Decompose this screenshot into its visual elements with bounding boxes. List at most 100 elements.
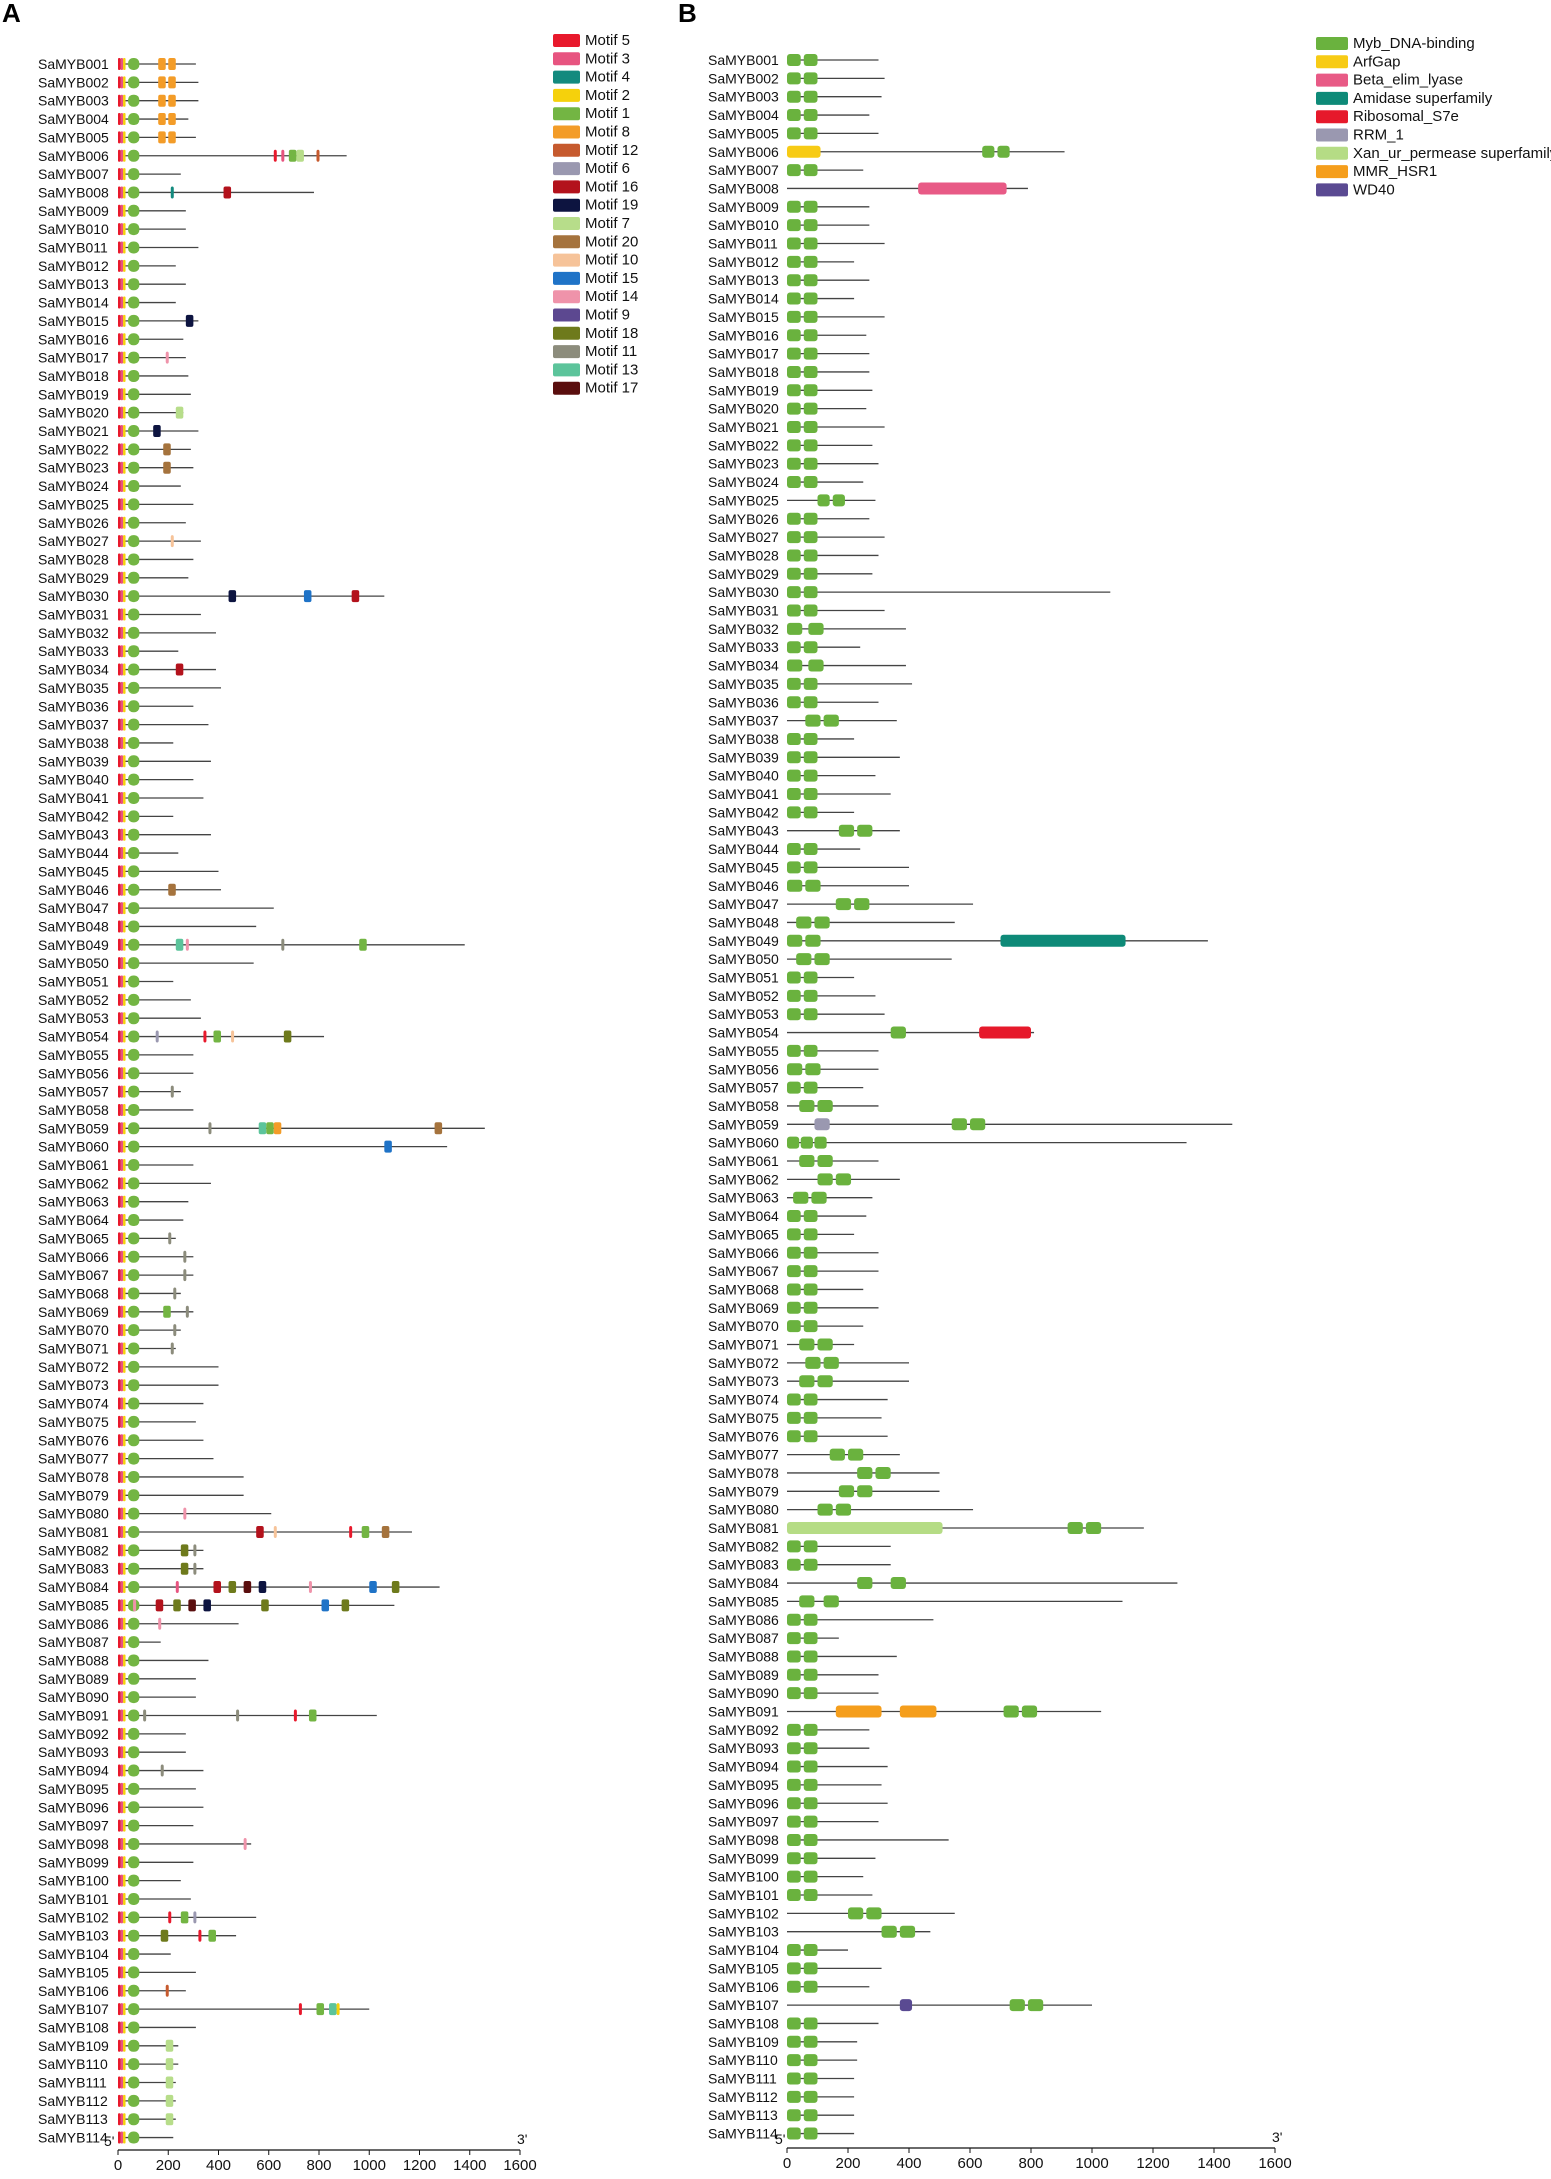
domain-block xyxy=(803,54,818,66)
domain-block xyxy=(803,1833,818,1846)
gene-label: SaMYB108 xyxy=(708,2015,779,2031)
motif-block xyxy=(118,993,121,1006)
motif-block xyxy=(180,1911,189,1924)
gene-label: SaMYB088 xyxy=(708,1648,779,1664)
motif-block xyxy=(123,516,126,529)
motif-block xyxy=(128,278,140,291)
gene-label: SaMYB027 xyxy=(38,533,109,549)
motif-block xyxy=(120,1103,124,1116)
motif-block xyxy=(118,2131,121,2144)
domain-block xyxy=(979,1026,1031,1039)
gene-row-a: SaMYB051 xyxy=(38,974,174,990)
motif-block xyxy=(120,314,124,327)
motif-block xyxy=(118,1305,121,1318)
gene-row-b: SaMYB045 xyxy=(708,859,909,875)
gene-row-a: SaMYB085 xyxy=(38,1597,395,1613)
gene-label: SaMYB102 xyxy=(708,1905,779,1921)
domain-block xyxy=(787,237,801,250)
gene-label: SaMYB073 xyxy=(38,1377,109,1393)
gene-row-b: SaMYB051 xyxy=(708,970,855,986)
gene-label: SaMYB086 xyxy=(38,1616,109,1632)
domain-block xyxy=(787,421,801,433)
gene-label: SaMYB038 xyxy=(38,735,109,751)
domain-block xyxy=(803,2127,818,2140)
gene-row-b: SaMYB050 xyxy=(708,951,952,967)
motif-block xyxy=(118,2003,121,2016)
domain-block xyxy=(787,677,801,690)
domain-block xyxy=(787,769,801,782)
motif-block xyxy=(118,1470,121,1483)
gene-row-a: SaMYB083 xyxy=(38,1561,204,1577)
gene-row-b: SaMYB084 xyxy=(708,1575,1178,1591)
motif-block xyxy=(155,1030,159,1043)
gene-row-b: SaMYB011 xyxy=(708,236,885,252)
motif-block xyxy=(128,1966,140,1979)
gene-label: SaMYB111 xyxy=(38,2075,107,2091)
motif-block xyxy=(123,626,126,639)
motif-block xyxy=(120,773,124,786)
domain-block xyxy=(832,494,845,507)
gene-row-a: SaMYB081 xyxy=(38,1524,412,1540)
motif-block xyxy=(118,461,121,474)
motif-block xyxy=(170,1085,174,1098)
domain-block xyxy=(787,512,801,525)
motif-block xyxy=(120,241,124,254)
domain-block xyxy=(803,1687,818,1700)
motif-block xyxy=(193,1911,197,1924)
motif-block xyxy=(120,443,124,456)
domain-block xyxy=(803,1540,818,1553)
gene-row-a: SaMYB006 xyxy=(38,148,347,164)
motif-block xyxy=(123,1727,126,1740)
motif-block xyxy=(185,314,194,327)
motif-block xyxy=(123,792,126,804)
gene-row-a: SaMYB090 xyxy=(38,1689,196,1705)
gene-row-b: SaMYB056 xyxy=(708,1061,879,1077)
motif-block xyxy=(128,168,140,181)
motif-block xyxy=(120,1581,124,1594)
motif-block xyxy=(296,149,304,162)
gene-label: SaMYB010 xyxy=(708,217,779,233)
motif-block xyxy=(128,2094,140,2107)
gene-label: SaMYB072 xyxy=(38,1359,109,1375)
legend-swatch xyxy=(1316,91,1348,105)
motif-block xyxy=(118,847,121,860)
motif-block xyxy=(128,828,140,841)
gene-label: SaMYB055 xyxy=(38,1047,109,1063)
motif-block xyxy=(128,388,140,401)
motif-block xyxy=(120,1929,124,1942)
motif-block xyxy=(120,369,124,382)
gene-row-b: SaMYB065 xyxy=(708,1226,855,1242)
motif-block xyxy=(180,1562,189,1575)
gene-row-b: SaMYB018 xyxy=(708,364,870,380)
gene-label: SaMYB044 xyxy=(708,841,779,857)
motif-block xyxy=(123,590,126,603)
motif-block xyxy=(118,131,121,144)
motif-block xyxy=(118,498,121,511)
gene-row-b: SaMYB105 xyxy=(708,1960,882,1976)
domain-block xyxy=(803,751,818,764)
gene-row-b: SaMYB099 xyxy=(708,1850,876,1866)
gene-row-a: SaMYB023 xyxy=(38,460,194,476)
motif-block xyxy=(120,131,124,144)
motif-block xyxy=(273,149,277,162)
domain-block xyxy=(803,1613,818,1626)
motif-block xyxy=(120,461,124,474)
gene-label: SaMYB089 xyxy=(38,1671,109,1687)
motif-block xyxy=(123,1085,126,1098)
gene-row-a: SaMYB018 xyxy=(38,368,189,384)
gene-row-b: SaMYB052 xyxy=(708,988,876,1004)
motif-block xyxy=(128,1140,140,1153)
gene-row-a: SaMYB037 xyxy=(38,717,209,733)
motif-block xyxy=(266,1122,274,1135)
gene-row-b: SaMYB108 xyxy=(708,2015,879,2031)
domain-block xyxy=(787,1430,801,1443)
motif-block xyxy=(128,626,140,639)
gene-label: SaMYB065 xyxy=(708,1226,779,1242)
motif-block xyxy=(120,920,124,933)
gene-row-a: SaMYB104 xyxy=(38,1946,171,1962)
domain-block xyxy=(787,641,801,654)
motif-block xyxy=(128,865,140,878)
gene-row-a: SaMYB066 xyxy=(38,1249,194,1265)
gene-label: SaMYB097 xyxy=(38,1818,109,1834)
motif-block xyxy=(120,1727,124,1740)
